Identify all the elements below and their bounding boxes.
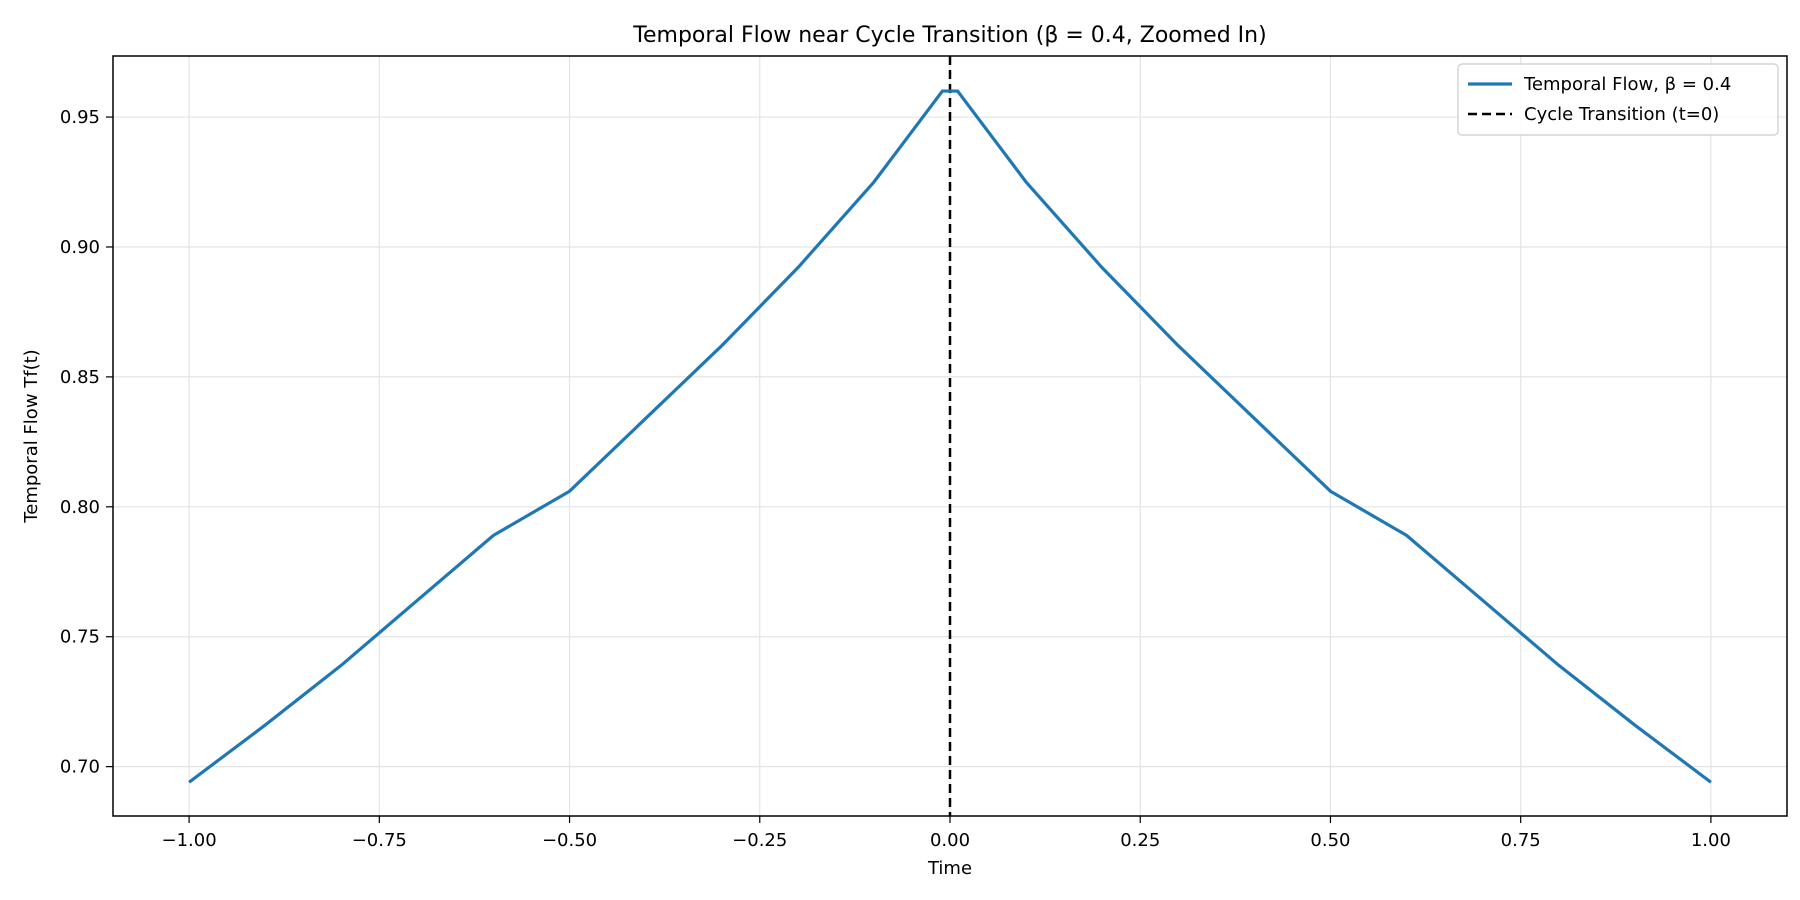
- temporal-flow-line: [188, 89, 1712, 784]
- y-axis-ticks: 0.70 0.75 0.80 0.85 0.90 0.95: [60, 107, 113, 778]
- x-axis-title: Time: [927, 858, 972, 879]
- x-tick-label: −0.25: [732, 830, 787, 851]
- legend-label: Temporal Flow, β = 0.4: [1523, 74, 1731, 95]
- x-tick-label: 1.00: [1691, 830, 1731, 851]
- legend-box: [1457, 63, 1779, 136]
- series-layer: [188, 89, 1712, 784]
- x-tick-label: −0.75: [352, 830, 407, 851]
- legend-label: Cycle Transition (t=0): [1524, 104, 1719, 125]
- y-tick-label: 0.95: [60, 107, 100, 128]
- y-axis-title: Temporal Flow Tf(t): [21, 349, 42, 523]
- x-tick-label: 0.50: [1310, 830, 1350, 851]
- y-tick-label: 0.70: [60, 757, 100, 778]
- x-tick-label: 0.00: [930, 830, 970, 851]
- y-tick-label: 0.90: [60, 237, 100, 258]
- chart-title: Temporal Flow near Cycle Transition (β =…: [632, 23, 1266, 48]
- y-tick-label: 0.85: [60, 367, 100, 388]
- x-tick-label: −1.00: [162, 830, 217, 851]
- y-tick-label: 0.80: [60, 497, 100, 518]
- x-tick-label: 0.75: [1501, 830, 1541, 851]
- y-tick-label: 0.75: [60, 627, 100, 648]
- x-tick-label: 0.25: [1120, 830, 1160, 851]
- x-axis-ticks: −1.00 −0.75 −0.50 −0.25 0.00 0.25 0.50 0.75 1.00: [162, 816, 1731, 851]
- x-tick-label: −0.50: [542, 830, 597, 851]
- legend: Temporal Flow, β = 0.4 Cycle Transition (…: [1457, 63, 1779, 136]
